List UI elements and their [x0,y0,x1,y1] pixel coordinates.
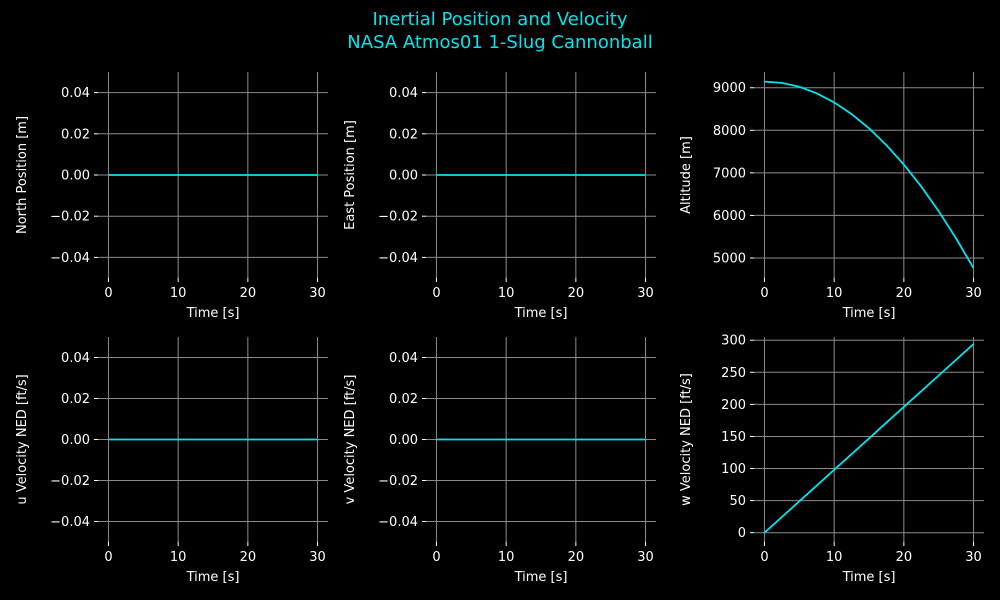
y-tick-label: −0.04 [378,515,418,530]
y-tick-label: 0.00 [61,169,90,184]
x-tick-label: 10 [498,550,515,565]
y-tick-label: −0.02 [378,210,418,225]
x-tick-label: 20 [896,550,913,565]
y-tick-label: 7000 [713,166,746,181]
x-tick-label: 0 [760,550,768,565]
y-tick-label: 0.04 [61,351,90,366]
y-tick-label: 150 [721,430,746,445]
x-tick-label: 0 [104,550,112,565]
y-tick-label: −0.04 [50,251,90,266]
y-tick-label: 50 [729,494,746,509]
subplot-4: 0 10 20 30 −0.04 −0.02 0.00 0.02 0.04 Time [s] u V… [15,337,328,585]
y-tick-label: 0.04 [389,86,418,101]
y-axis-label: Altitude [m] [679,136,694,214]
x-tick-label: 0 [432,286,440,301]
y-tick-label: 100 [721,462,746,477]
y-tick-label: 300 [721,334,746,349]
y-tick-label: 0.00 [389,433,418,448]
y-tick-label: 0.02 [389,392,418,407]
y-axis-label: North Position [m] [15,116,30,234]
x-tick-label: 10 [498,286,515,301]
subplot-3: 0 10 20 30 5000 6000 7000 8000 9000 Time [s] Altit… [679,72,984,321]
y-tick-label: −0.04 [378,251,418,266]
x-tick-label: 0 [104,286,112,301]
x-axis-label: Time [s] [842,306,896,321]
x-axis-label: Time [s] [186,306,240,321]
y-tick-label: 0.02 [61,127,90,142]
x-tick-label: 20 [896,286,913,301]
x-axis-label: Time [s] [514,306,568,321]
y-tick-label: 200 [721,398,746,413]
figure-title-line2: NASA Atmos01 1-Slug Cannonball [347,32,653,53]
y-tick-label: −0.02 [378,474,418,489]
x-tick-label: 20 [568,550,585,565]
y-tick-label: −0.02 [50,474,90,489]
x-tick-label: 10 [826,286,843,301]
subplot-1: 0 10 20 30 −0.04 −0.02 0.00 0.02 0.04 Time [s] Nor… [15,72,328,321]
x-tick-label: 10 [170,550,187,565]
x-tick-label: 30 [309,550,326,565]
x-tick-label: 30 [965,550,982,565]
subplot-2: 0 10 20 30 −0.04 −0.02 0.00 0.02 0.04 Time [s] Eas… [343,72,656,321]
y-tick-label: 0.02 [389,127,418,142]
y-tick-label: 250 [721,366,746,381]
y-tick-label: 0.00 [389,169,418,184]
x-tick-label: 20 [568,286,585,301]
y-axis-label: East Position [m] [343,120,358,230]
subplot-5: 0 10 20 30 −0.04 −0.02 0.00 0.02 0.04 Time [s] v V… [343,337,656,585]
x-axis-label: Time [s] [842,570,896,585]
series-line [764,80,975,269]
y-tick-label: −0.04 [50,515,90,530]
y-tick-label: 5000 [713,251,746,266]
y-tick-label: 0.04 [61,86,90,101]
x-tick-label: 0 [760,286,768,301]
y-tick-label: −0.02 [50,210,90,225]
y-tick-label: 0.00 [61,433,90,448]
x-tick-label: 10 [826,550,843,565]
x-axis-label: Time [s] [186,570,240,585]
series-line [763,343,975,534]
y-tick-label: 0 [738,526,746,541]
x-tick-label: 30 [309,286,326,301]
x-axis-label: Time [s] [514,570,568,585]
y-tick-label: 0.02 [61,392,90,407]
y-tick-label: 6000 [713,209,746,224]
y-tick-label: 9000 [713,81,746,96]
x-tick-label: 20 [240,550,257,565]
x-tick-label: 0 [432,550,440,565]
y-tick-label: 0.04 [389,351,418,366]
x-tick-label: 30 [637,286,654,301]
y-axis-label: v Velocity NED [ft/s] [343,375,358,505]
y-axis-label: w Velocity NED [ft/s] [679,373,694,506]
y-tick-label: 8000 [713,124,746,139]
x-tick-label: 20 [240,286,257,301]
figure-title-line1: Inertial Position and Velocity [372,9,628,30]
x-tick-label: 30 [637,550,654,565]
y-axis-label: u Velocity NED [ft/s] [15,374,30,504]
x-tick-label: 10 [170,286,187,301]
x-tick-label: 30 [965,286,982,301]
